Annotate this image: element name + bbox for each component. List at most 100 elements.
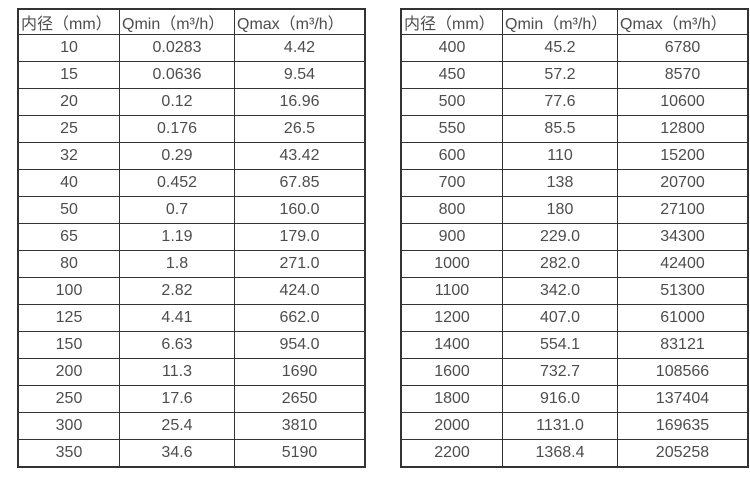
qmin-cell: 6.63 [119,331,235,359]
diameter-cell: 2200 [400,439,503,468]
qmax-cell: 34300 [617,223,749,251]
diameter-cell: 80 [17,250,120,278]
qmax-cell: 4.42 [234,34,366,62]
diameter-cell: 2000 [400,412,503,440]
header-cell-qmin: Qmin（m³/h） [119,8,235,35]
table-row: 700 138 20700 [400,169,749,197]
diameter-cell: 900 [400,223,503,251]
qmax-cell: 954.0 [234,331,366,359]
qmax-cell: 42400 [617,250,749,278]
table-row: 550 85.5 12800 [400,115,749,143]
table-row: 500 77.6 10600 [400,88,749,116]
diameter-cell: 15 [17,61,120,89]
header-cell-diameter: 内径（mm） [17,8,120,35]
qmax-cell: 27100 [617,196,749,224]
table-row: 600 110 15200 [400,142,749,170]
qmax-cell: 205258 [617,439,749,468]
qmax-cell: 108566 [617,358,749,386]
diameter-cell: 20 [17,88,120,116]
table-row: 125 4.41 662.0 [17,304,366,332]
diameter-cell: 1600 [400,358,503,386]
diameter-cell: 125 [17,304,120,332]
qmax-cell: 160.0 [234,196,366,224]
qmin-cell: 0.0283 [119,34,235,62]
qmax-cell: 1690 [234,358,366,386]
qmin-cell: 85.5 [502,115,618,143]
table-row: 200 11.3 1690 [17,358,366,386]
qmax-cell: 662.0 [234,304,366,332]
qmax-cell: 26.5 [234,115,366,143]
diameter-cell: 1400 [400,331,503,359]
diameter-cell: 100 [17,277,120,305]
qmin-cell: 57.2 [502,61,618,89]
qmin-cell: 732.7 [502,358,618,386]
table-row: 15 0.0636 9.54 [17,61,366,89]
diameter-cell: 250 [17,385,120,413]
diameter-cell: 1000 [400,250,503,278]
qmin-cell: 25.4 [119,412,235,440]
qmax-cell: 424.0 [234,277,366,305]
table-row: 1000 282.0 42400 [400,250,749,278]
qmax-cell: 271.0 [234,250,366,278]
qmin-cell: 1131.0 [502,412,618,440]
header-cell-qmin: Qmin（m³/h） [502,8,618,35]
header-cell-qmax: Qmax（m³/h） [617,8,749,35]
diameter-cell: 500 [400,88,503,116]
table-row: 32 0.29 43.42 [17,142,366,170]
qmin-cell: 0.452 [119,169,235,197]
qmin-cell: 138 [502,169,618,197]
diameter-cell: 700 [400,169,503,197]
qmin-cell: 77.6 [502,88,618,116]
table-row: 150 6.63 954.0 [17,331,366,359]
table-row: 2200 1368.4 205258 [400,439,749,468]
qmin-cell: 1368.4 [502,439,618,468]
qmin-cell: 342.0 [502,277,618,305]
qmax-cell: 10600 [617,88,749,116]
table-row: 1100 342.0 51300 [400,277,749,305]
diameter-cell: 200 [17,358,120,386]
diameter-cell: 10 [17,34,120,62]
qmin-cell: 180 [502,196,618,224]
table-row: 2000 1131.0 169635 [400,412,749,440]
qmin-cell: 282.0 [502,250,618,278]
qmax-cell: 2650 [234,385,366,413]
qmax-cell: 12800 [617,115,749,143]
qmin-cell: 0.7 [119,196,235,224]
qmin-cell: 0.12 [119,88,235,116]
qmin-cell: 4.41 [119,304,235,332]
flow-range-table-dn400-2200: 内径（mm） Qmin（m³/h） Qmax（m³/h） 400 45.2 6780 450… [400,8,749,468]
qmin-cell: 110 [502,142,618,170]
table-row: 800 180 27100 [400,196,749,224]
qmax-cell: 16.96 [234,88,366,116]
diameter-cell: 150 [17,331,120,359]
header-row: 内径（mm） Qmin（m³/h） Qmax（m³/h） [400,8,749,35]
diameter-cell: 600 [400,142,503,170]
diameter-cell: 400 [400,34,503,62]
table-row: 250 17.6 2650 [17,385,366,413]
flow-range-tables: 内径（mm） Qmin（m³/h） Qmax（m³/h） 10 0.0283 4.42 15… [17,8,749,468]
qmin-cell: 1.19 [119,223,235,251]
diameter-cell: 32 [17,142,120,170]
qmin-cell: 11.3 [119,358,235,386]
qmin-cell: 407.0 [502,304,618,332]
header-cell-diameter: 内径（mm） [400,8,503,35]
qmax-cell: 5190 [234,439,366,468]
table-row: 25 0.176 26.5 [17,115,366,143]
table-row: 10 0.0283 4.42 [17,34,366,62]
table-row: 350 34.6 5190 [17,439,366,468]
qmin-cell: 45.2 [502,34,618,62]
table-row: 400 45.2 6780 [400,34,749,62]
qmin-cell: 17.6 [119,385,235,413]
diameter-cell: 1100 [400,277,503,305]
diameter-cell: 800 [400,196,503,224]
diameter-cell: 450 [400,61,503,89]
table-row: 20 0.12 16.96 [17,88,366,116]
table-row: 40 0.452 67.85 [17,169,366,197]
qmin-cell: 1.8 [119,250,235,278]
qmax-cell: 20700 [617,169,749,197]
qmax-cell: 8570 [617,61,749,89]
table-row: 80 1.8 271.0 [17,250,366,278]
table-row: 1800 916.0 137404 [400,385,749,413]
qmin-cell: 34.6 [119,439,235,468]
qmax-cell: 3810 [234,412,366,440]
